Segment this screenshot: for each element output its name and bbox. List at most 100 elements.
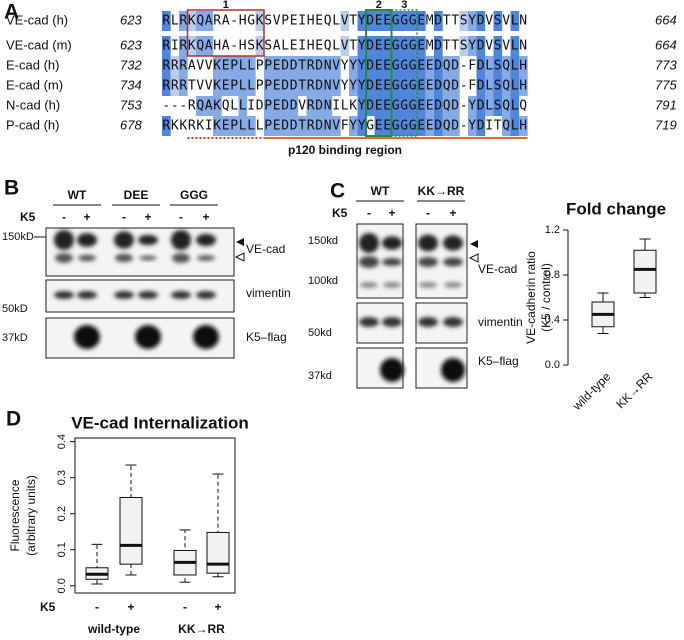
band bbox=[193, 325, 219, 349]
residue-shade bbox=[306, 56, 316, 76]
band-label: VE-cad bbox=[478, 262, 517, 276]
box bbox=[206, 531, 230, 574]
end-number: 664 bbox=[655, 37, 677, 52]
residue-shade bbox=[383, 11, 392, 31]
residue-shade bbox=[400, 116, 409, 136]
residue-shade bbox=[451, 56, 460, 76]
chart-title: VE-cad Internalization bbox=[71, 413, 249, 432]
residue-shade bbox=[357, 116, 367, 136]
residue-shade bbox=[272, 116, 282, 136]
band bbox=[418, 257, 438, 267]
residue-shade bbox=[332, 56, 341, 76]
residue-shade bbox=[315, 116, 324, 136]
band bbox=[115, 253, 133, 263]
group-label: DEE bbox=[124, 188, 149, 202]
residue-shade bbox=[391, 56, 401, 76]
region-label: p120 binding region bbox=[288, 143, 402, 157]
residue-shade bbox=[519, 76, 528, 96]
residue-shade bbox=[510, 36, 520, 56]
residue-shade bbox=[204, 11, 214, 31]
residue-shade bbox=[281, 116, 290, 136]
residue-shade bbox=[425, 96, 435, 116]
sequence: RRRAVVKEPLLPPEDDTRDNVYYYDEEGGGEEDQD-FDLS… bbox=[162, 59, 527, 74]
residue-shade bbox=[179, 76, 188, 96]
band bbox=[135, 325, 161, 349]
residue-shade bbox=[357, 36, 367, 56]
band bbox=[443, 257, 463, 267]
residue-shade bbox=[485, 56, 494, 76]
panel-letter: D bbox=[6, 408, 21, 431]
residue-shade bbox=[400, 11, 409, 31]
plot-frame bbox=[74, 437, 236, 594]
box bbox=[633, 249, 657, 294]
residue-shade bbox=[315, 96, 324, 116]
residue-shade bbox=[204, 96, 214, 116]
residue-shade bbox=[315, 56, 324, 76]
residue-shade bbox=[476, 11, 486, 31]
residue-shade bbox=[272, 56, 282, 76]
x-tick-label: KK→RR bbox=[613, 369, 655, 411]
residue-shade bbox=[281, 96, 290, 116]
band bbox=[55, 253, 73, 263]
band bbox=[77, 291, 97, 299]
box bbox=[119, 496, 143, 565]
band bbox=[196, 291, 216, 299]
lane-label: - bbox=[179, 210, 183, 224]
residue-shade bbox=[459, 36, 469, 56]
marker-label: 150kD bbox=[2, 231, 34, 243]
residue-shade bbox=[519, 56, 528, 76]
arrowhead bbox=[236, 238, 244, 246]
start-number: 753 bbox=[120, 97, 142, 112]
residue-shade bbox=[493, 11, 503, 31]
marker-label: 50kD bbox=[2, 303, 28, 315]
residue-shade bbox=[306, 76, 316, 96]
band bbox=[139, 255, 157, 261]
residue-shade bbox=[476, 36, 486, 56]
residue-shade bbox=[264, 76, 273, 96]
protein-name: VE-cad (m) bbox=[6, 37, 72, 52]
residue-shade bbox=[383, 36, 392, 56]
band bbox=[54, 230, 74, 250]
residue-shade bbox=[434, 116, 443, 136]
band bbox=[54, 291, 74, 299]
residue-shade bbox=[400, 76, 409, 96]
residue-shade bbox=[442, 96, 452, 116]
residue-shade bbox=[417, 116, 426, 136]
band bbox=[382, 317, 402, 327]
y-axis-label: VE-cadherin ratio bbox=[524, 251, 538, 344]
residue-shade bbox=[187, 11, 197, 31]
residue-shade bbox=[400, 56, 409, 76]
residue-shade bbox=[425, 56, 435, 76]
residue-shade bbox=[264, 96, 273, 116]
end-number: 719 bbox=[655, 117, 677, 132]
residue-shade bbox=[468, 96, 477, 116]
start-number: 678 bbox=[120, 117, 142, 132]
residue-shade bbox=[255, 36, 265, 56]
residue-shade bbox=[425, 76, 435, 96]
residue-shade bbox=[510, 96, 520, 116]
sequence: ---RQAKQLLIDPEDDVRDNILKYDEEGGGEEDQD-YDLS… bbox=[162, 99, 527, 114]
residue-shade bbox=[510, 11, 520, 31]
residue-shade bbox=[451, 116, 460, 136]
sequence: RIRKQAHA-HSKSALEIHEQLVTYDEEGGGEMDTTSYDVS… bbox=[162, 39, 527, 54]
start-number: 734 bbox=[120, 77, 142, 92]
x-tick-label: - bbox=[183, 600, 187, 614]
residue-shade bbox=[366, 11, 375, 31]
band-label: VE-cad bbox=[246, 242, 285, 256]
residue-shade bbox=[451, 96, 460, 116]
y-tick-label: 0.3 bbox=[56, 470, 68, 485]
y-axis-label: (K5 / control) bbox=[539, 263, 553, 332]
x-tick-label: wild-type bbox=[569, 369, 613, 413]
motif-number: 1 bbox=[223, 0, 229, 11]
residue-shade bbox=[323, 116, 333, 136]
residue-shade bbox=[493, 36, 503, 56]
residue-shade bbox=[213, 76, 222, 96]
residue-shade bbox=[442, 56, 452, 76]
residue-shade bbox=[289, 116, 299, 136]
lane-label: - bbox=[62, 210, 66, 224]
residue-shade bbox=[510, 56, 520, 76]
marker-label: 37kD bbox=[2, 332, 28, 344]
residue-shade bbox=[179, 36, 188, 56]
residue-shade bbox=[425, 116, 435, 136]
